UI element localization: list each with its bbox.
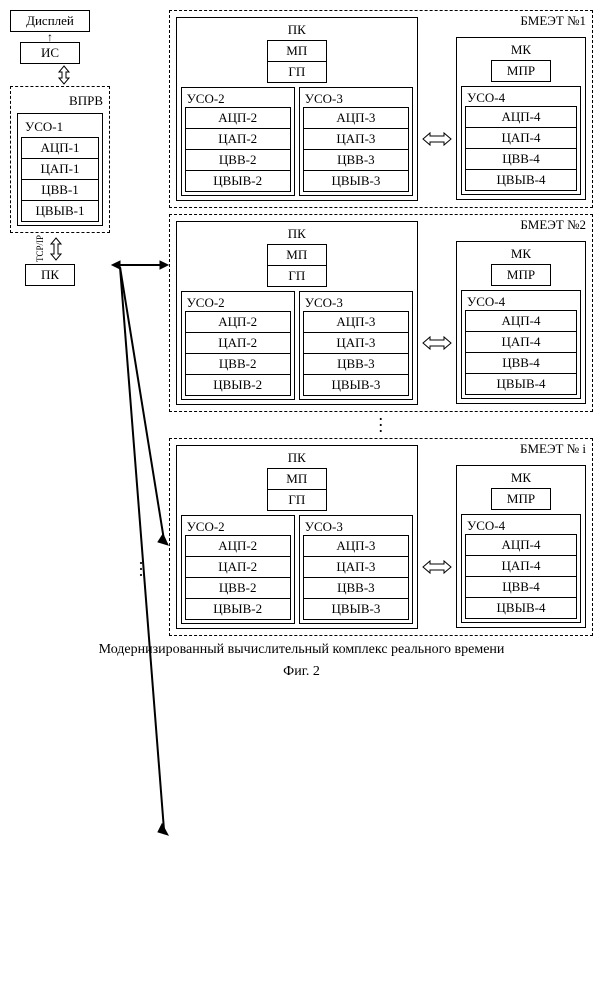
arrow-up-icon: ↑	[10, 32, 90, 42]
connector-lines	[110, 90, 170, 920]
uso-item: ЦВВ-3	[303, 578, 409, 599]
uso-item: ЦВЫВ-4	[465, 598, 577, 619]
double-arrow-h-icon	[422, 331, 452, 355]
uso1-item: ЦВВ-1	[21, 180, 99, 201]
display-box: Дисплей	[10, 10, 90, 32]
double-arrow-h-icon	[422, 127, 452, 151]
bmeet-block: БМЕЭТ №1 ПК МП ГП УСО-2 АЦП-2 ЦАП-2 Ц	[169, 10, 593, 208]
mpr-box: МПР	[491, 60, 551, 82]
uso-item: ЦАП-3	[303, 333, 409, 354]
bmeet-block: БМЕЭТ №2 ПК МП ГП УСО-2 АЦП-2 ЦАП-2 ЦВВ-…	[169, 214, 593, 412]
gp-box: ГП	[267, 62, 327, 83]
uso3-title: УСО-3	[303, 519, 409, 535]
uso-item: ЦВВ-2	[185, 578, 291, 599]
uso-item: АЦП-2	[185, 311, 291, 333]
uso-item: ЦВВ-2	[185, 150, 291, 171]
uso-item: ЦВЫВ-2	[185, 375, 291, 396]
ellipsis-left-icon: ···	[138, 560, 144, 578]
uso-item: ЦВЫВ-3	[303, 375, 409, 396]
uso4-block: УСО-4 АЦП-4 ЦАП-4 ЦВВ-4 ЦВЫВ-4	[461, 290, 581, 399]
caption-text: Модернизированный вычислительный комплек…	[10, 642, 593, 658]
tcp-arrow: TCP/IP	[10, 235, 90, 262]
bmeet-label: БМЕЭТ № i	[520, 441, 586, 457]
uso2-title: УСО-2	[185, 519, 291, 535]
bmeet-label: БМЕЭТ №1	[520, 13, 586, 29]
vprv-block: ВПРВ УСО-1 АЦП-1 ЦАП-1 ЦВВ-1 ЦВЫВ-1	[10, 86, 110, 233]
mk-label: МК	[461, 470, 581, 486]
uso-item: АЦП-2	[185, 535, 291, 557]
pk-label: ПК	[181, 226, 413, 242]
uso-item: ЦВВ-3	[303, 354, 409, 375]
pk-label: ПК	[181, 450, 413, 466]
is-box: ИС	[20, 42, 80, 64]
uso-item: ЦВВ-4	[465, 353, 577, 374]
uso3-block: УСО-3 АЦП-3 ЦАП-3 ЦВВ-3 ЦВЫВ-3	[299, 87, 413, 196]
uso4-block: УСО-4 АЦП-4 ЦАП-4 ЦВВ-4 ЦВЫВ-4	[461, 86, 581, 195]
uso-item: АЦП-4	[465, 310, 577, 332]
uso-item: ЦВЫВ-4	[465, 374, 577, 395]
uso3-title: УСО-3	[303, 91, 409, 107]
figure-label: Фиг. 2	[10, 664, 593, 680]
uso1-item: ЦВЫВ-1	[21, 201, 99, 222]
mp-box: МП	[267, 40, 327, 62]
mpr-box: МПР	[491, 488, 551, 510]
uso1-title: УСО-1	[21, 117, 99, 137]
uso3-title: УСО-3	[303, 295, 409, 311]
uso-item: АЦП-3	[303, 535, 409, 557]
uso3-block: УСО-3 АЦП-3 ЦАП-3 ЦВВ-3 ЦВЫВ-3	[299, 515, 413, 624]
uso-item: ЦАП-2	[185, 333, 291, 354]
uso-item: ЦАП-2	[185, 129, 291, 150]
uso-item: АЦП-4	[465, 534, 577, 556]
uso-item: ЦВВ-4	[465, 577, 577, 598]
vprv-label: ВПРВ	[17, 93, 103, 109]
uso2-title: УСО-2	[185, 91, 291, 107]
uso-item: АЦП-3	[303, 311, 409, 333]
uso-item: АЦП-4	[465, 106, 577, 128]
uso-item: ЦВЫВ-3	[303, 599, 409, 620]
pk-label: ПК	[181, 22, 413, 38]
uso-item: ЦВЫВ-3	[303, 171, 409, 192]
double-arrow-v-icon	[24, 64, 104, 86]
uso4-title: УСО-4	[465, 90, 577, 106]
double-arrow-h-icon	[422, 555, 452, 579]
bmeet-block: БМЕЭТ № i ПК МП ГП УСО-2 АЦП-2 ЦАП-2 ЦВВ…	[169, 438, 593, 636]
uso-item: ЦВЫВ-4	[465, 170, 577, 191]
uso1-items: АЦП-1 ЦАП-1 ЦВВ-1 ЦВЫВ-1	[21, 137, 99, 222]
uso2-block: УСО-2 АЦП-2 ЦАП-2 ЦВВ-2 ЦВЫВ-2	[181, 515, 295, 624]
uso2-block: УСО-2 АЦП-2 ЦАП-2 ЦВВ-2 ЦВЫВ-2	[181, 87, 295, 196]
uso-item: ЦВВ-4	[465, 149, 577, 170]
pk-left-box: ПК	[25, 264, 75, 286]
gp-box: ГП	[267, 490, 327, 511]
uso-item: ЦАП-4	[465, 332, 577, 353]
uso4-title: УСО-4	[465, 294, 577, 310]
uso-item: ЦВЫВ-2	[185, 599, 291, 620]
mpr-box: МПР	[491, 264, 551, 286]
uso4-block: УСО-4 АЦП-4 ЦАП-4 ЦВВ-4 ЦВЫВ-4	[461, 514, 581, 623]
uso1-block: УСО-1 АЦП-1 ЦАП-1 ЦВВ-1 ЦВЫВ-1	[17, 113, 103, 226]
bmeet-label: БМЕЭТ №2	[520, 217, 586, 233]
mk-label: МК	[461, 42, 581, 58]
uso-item: АЦП-3	[303, 107, 409, 129]
uso2-title: УСО-2	[185, 295, 291, 311]
uso-item: ЦВВ-2	[185, 354, 291, 375]
uso1-item: ЦАП-1	[21, 159, 99, 180]
mp-box: МП	[267, 244, 327, 266]
uso-item: ЦВЫВ-2	[185, 171, 291, 192]
gp-box: ГП	[267, 266, 327, 287]
uso2-block: УСО-2 АЦП-2 ЦАП-2 ЦВВ-2 ЦВЫВ-2	[181, 291, 295, 400]
mk-label: МК	[461, 246, 581, 262]
tcp-label: TCP/IP	[35, 235, 45, 262]
ellipsis-center-icon: ···	[169, 416, 593, 434]
uso-item: АЦП-2	[185, 107, 291, 129]
mp-box: МП	[267, 468, 327, 490]
uso-item: ЦАП-3	[303, 557, 409, 578]
uso4-title: УСО-4	[465, 518, 577, 534]
uso-item: ЦАП-4	[465, 128, 577, 149]
uso3-block: УСО-3 АЦП-3 ЦАП-3 ЦВВ-3 ЦВЫВ-3	[299, 291, 413, 400]
uso-item: ЦАП-3	[303, 129, 409, 150]
uso-item: ЦАП-2	[185, 557, 291, 578]
uso-item: ЦАП-4	[465, 556, 577, 577]
uso-item: ЦВВ-3	[303, 150, 409, 171]
uso1-item: АЦП-1	[21, 137, 99, 159]
